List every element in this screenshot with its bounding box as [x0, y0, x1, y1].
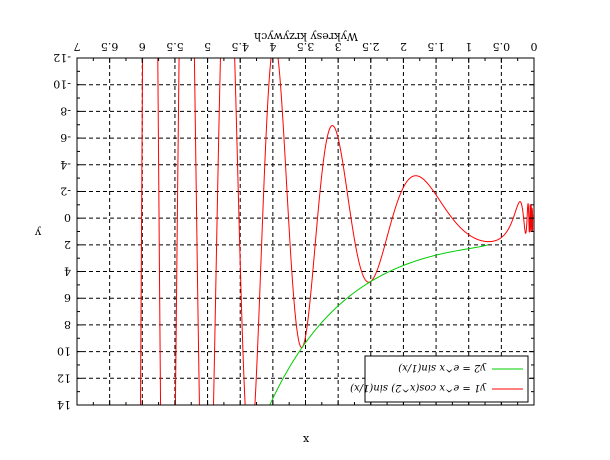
x-axis-label: x [302, 433, 309, 446]
y-tick-label: -12 [53, 51, 71, 64]
x-tick-label: 0.5 [493, 40, 511, 53]
x-tick-label: 0 [531, 40, 538, 53]
ticks-layer [76, 57, 535, 406]
legend-box [364, 355, 529, 403]
grid [77, 58, 534, 405]
x-tick-label: 4 [269, 40, 276, 53]
legend-label-y2: y2 = e^x sin(1/x) [398, 362, 487, 373]
x-tick-label: 3.5 [297, 40, 315, 53]
x-tick-label: 5 [204, 40, 211, 53]
y-tick-label: -4 [60, 158, 71, 171]
x-tick-label: 4.5 [231, 40, 249, 53]
series-layer [139, 58, 534, 405]
y-tick-label: 8 [64, 318, 71, 331]
y-tick-label: -2 [60, 184, 71, 197]
x-tick-label: 1.5 [427, 40, 445, 53]
x-tick-label: 6.5 [101, 40, 119, 53]
x-tick-label: 6 [139, 40, 146, 53]
x-tick-label: 7 [74, 40, 81, 53]
y-tick-label: 10 [57, 345, 71, 358]
y-axis-label: y [34, 226, 42, 239]
series-line-2 [269, 244, 489, 405]
x-tick-label: 5.5 [166, 40, 184, 53]
legend: y1 = e^x cos(x^2) sin(1/x) y2 = e^x sin(… [350, 355, 529, 403]
y-tick-label: 14 [57, 398, 71, 411]
y-tick-label: 0 [64, 211, 71, 224]
x-tick-label: 2 [400, 40, 407, 53]
y-tick-label: 12 [57, 371, 71, 384]
x-tick-label: 3 [335, 40, 342, 53]
x-tick-label: 1 [465, 40, 472, 53]
chart-title: Wykresy krzywych [254, 30, 358, 43]
y-tick-label: -8 [60, 104, 71, 117]
y-tick-label: -6 [60, 131, 71, 144]
y-tick-label: 6 [64, 291, 71, 304]
y-tick-label: 2 [64, 238, 71, 251]
series-line-1 [139, 58, 534, 405]
tick-labels: 0 0.5 1 1.5 2 2.5 3 3.5 4 4.5 5 5.5 6 6.5 7-12 -10 -8 -6 -… [53, 40, 537, 411]
legend-label-y1: y1 = e^x cos(x^2) sin(1/x) [350, 382, 487, 393]
x-tick-label: 2.5 [362, 40, 380, 53]
y-tick-label: -10 [53, 78, 71, 91]
y-tick-label: 4 [64, 265, 71, 278]
